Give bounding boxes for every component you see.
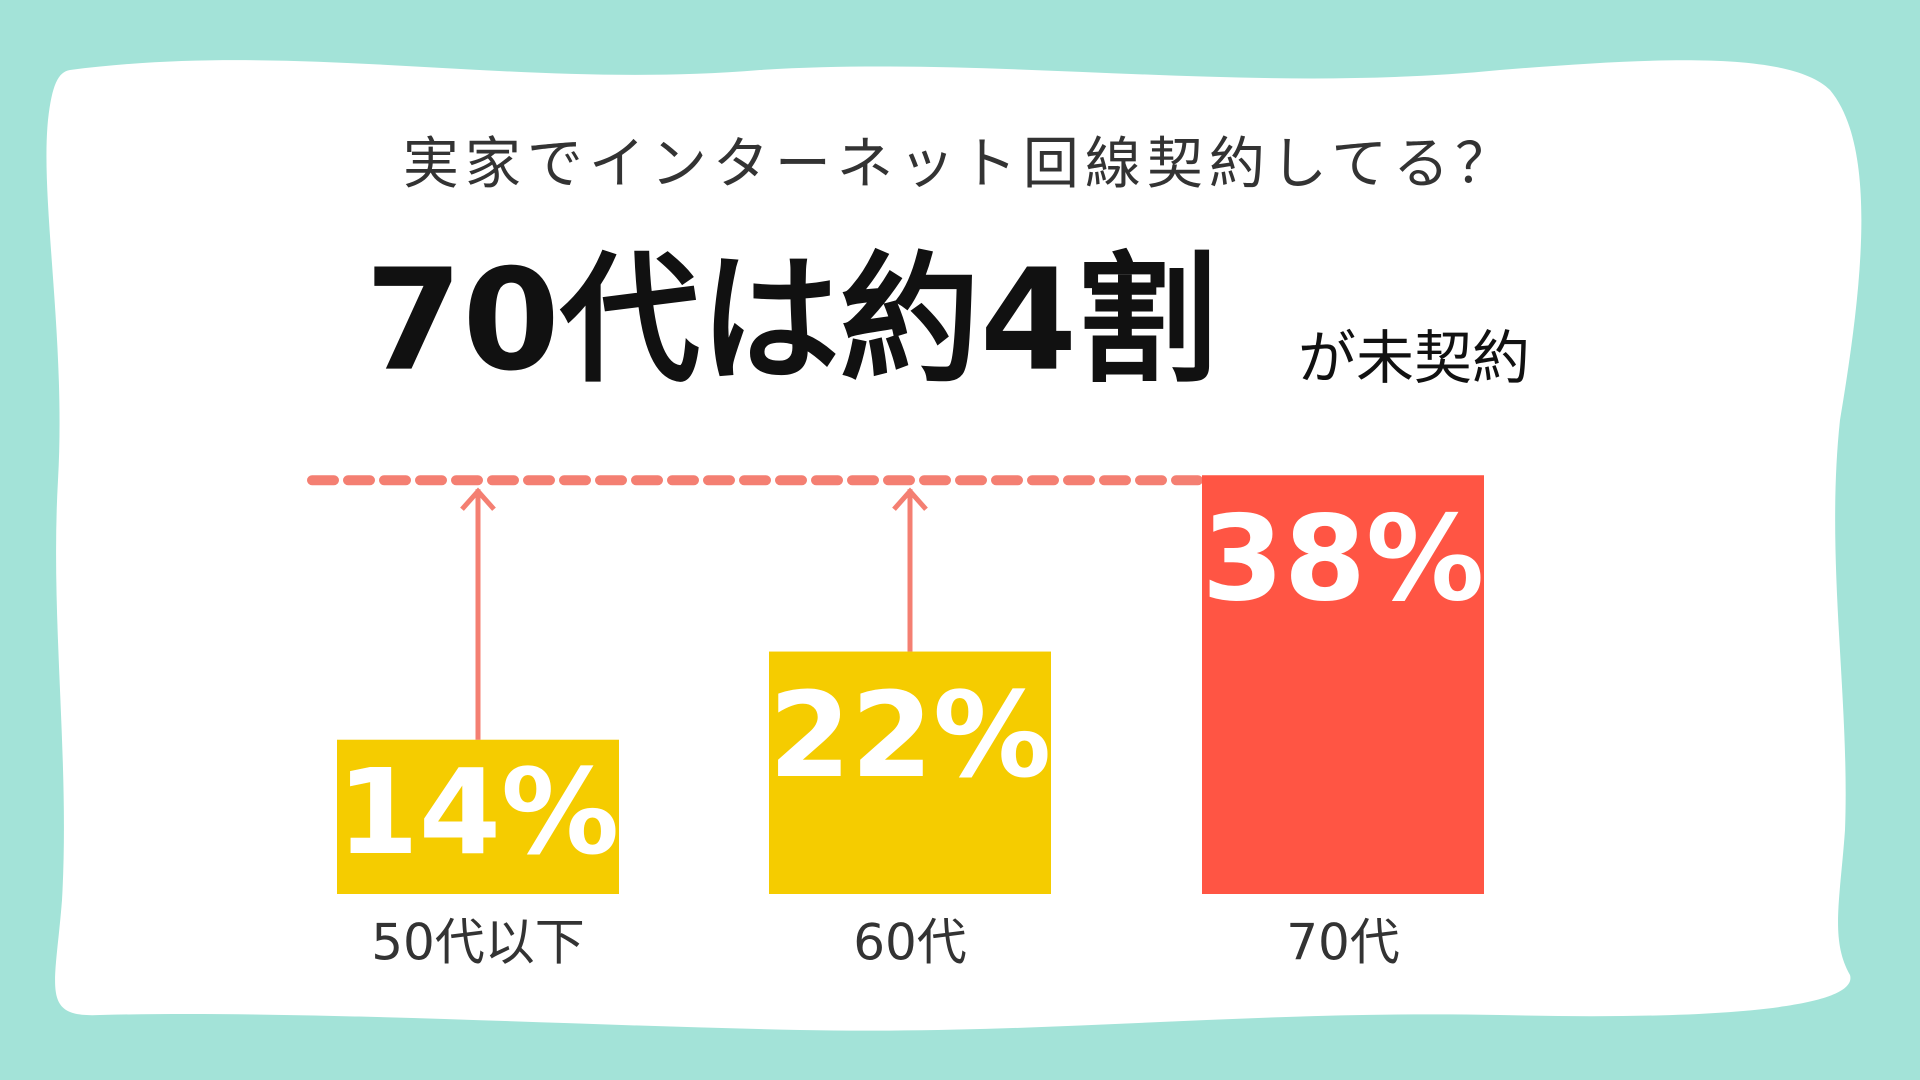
bar xyxy=(769,651,1051,894)
value-label: 22% xyxy=(769,666,1051,804)
value-label: 14% xyxy=(337,743,619,881)
x-tick-label: 50代以下 xyxy=(371,914,585,972)
chart-title: 実家でインターネット回線契約してる？ xyxy=(403,132,1517,197)
headline-suffix: が未契約 xyxy=(1298,324,1530,392)
bar xyxy=(1202,475,1484,894)
x-tick-label: 70代 xyxy=(1286,914,1400,972)
bar xyxy=(337,739,619,894)
x-tick-label: 60代 xyxy=(853,914,967,972)
headline: 70代は約4割 xyxy=(365,240,1217,403)
arrow-head xyxy=(460,487,496,511)
arrow-head xyxy=(892,487,928,511)
value-label: 38% xyxy=(1202,489,1484,627)
